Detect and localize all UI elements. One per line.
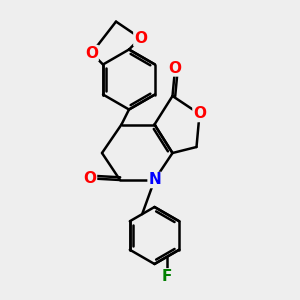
Text: F: F (162, 269, 172, 284)
Text: O: O (134, 31, 147, 46)
Text: O: O (83, 171, 97, 186)
Text: O: O (168, 61, 182, 76)
Text: O: O (193, 106, 206, 122)
Text: O: O (85, 46, 98, 61)
Text: N: N (148, 172, 161, 188)
